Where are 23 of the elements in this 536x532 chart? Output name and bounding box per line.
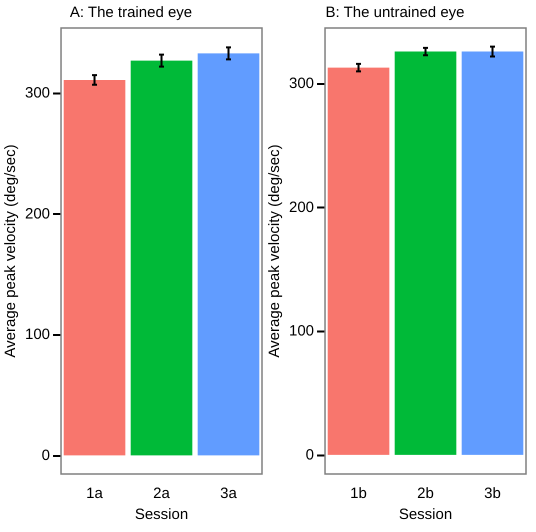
chart-title: B: The untrained eye	[326, 4, 464, 22]
y-axis-title: Average peak velocity (deg/sec)	[2, 144, 20, 358]
x-tick-label: 2b	[417, 485, 434, 502]
y-tick-label: 200	[24, 205, 50, 222]
y-tick-label: 0	[42, 447, 50, 464]
x-axis-title: Session	[134, 506, 188, 524]
x-axis-title: Session	[398, 506, 452, 524]
x-tick-label: 3a	[220, 485, 238, 502]
x-tick-label: 1b	[350, 485, 367, 502]
y-axis-title: Average peak velocity (deg/sec)	[266, 144, 284, 358]
y-tick-label: 100	[288, 322, 314, 340]
y-tick-label: 300	[24, 84, 50, 102]
y-tick-label: 300	[288, 74, 314, 92]
y-tick-label: 100	[24, 326, 50, 344]
y-tick-label: 200	[288, 198, 314, 216]
x-tick-label: 2a	[153, 485, 171, 502]
bar	[198, 53, 260, 456]
x-tick-label: 1a	[86, 485, 104, 502]
y-tick-label: 0	[306, 446, 314, 464]
x-tick-label: 3b	[484, 485, 501, 502]
chart-title: A: The trained eye	[70, 4, 192, 22]
bar	[130, 60, 192, 456]
bar	[64, 80, 126, 456]
